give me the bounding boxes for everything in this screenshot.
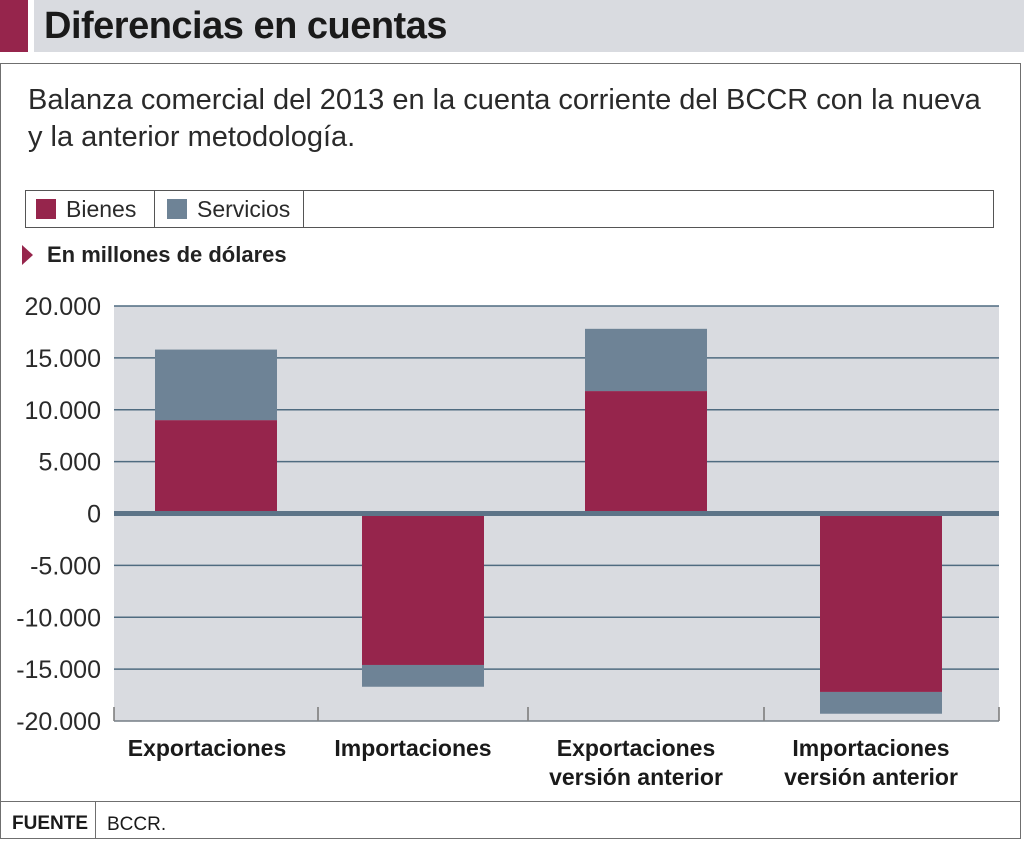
source-value: BCCR. (107, 814, 167, 835)
y-tick-label: 10.000 (25, 397, 101, 425)
triangle-marker-icon (22, 245, 33, 265)
y-tick-label: -20.000 (16, 708, 101, 736)
y-tick-label: 5.000 (38, 449, 101, 477)
chart-frame (0, 63, 1021, 839)
bar-bienes (820, 513, 942, 692)
source-label: FUENTE (12, 813, 88, 834)
legend-divider (303, 191, 304, 227)
bar-servicios (585, 328, 707, 392)
y-tick-label: -10.000 (16, 604, 101, 632)
category-label: Exportaciones (557, 735, 716, 761)
unit-label: En millones de dólares (47, 242, 287, 267)
stacked-bar-chart: 20.000 15.000 10.000 5.000 0 -5.000 -10.000 -15… (16, 293, 1000, 790)
legend-swatch-bienes (36, 199, 56, 219)
category-label: Exportaciones (128, 735, 287, 761)
category-label: Importaciones (334, 735, 491, 761)
y-tick-label: -15.000 (16, 656, 101, 684)
category-label: versión anterior (784, 764, 958, 790)
legend-divider (154, 191, 155, 227)
y-tick-label: 20.000 (25, 293, 101, 321)
footer-column-divider (95, 802, 96, 839)
bar-servicios (820, 691, 942, 714)
bar-bienes (362, 513, 484, 665)
category-label: versión anterior (549, 764, 723, 790)
page-title: Diferencias en cuentas (44, 5, 447, 47)
unit-row: En millones de dólares (22, 242, 287, 268)
legend-label-servicios: Servicios (197, 195, 291, 222)
legend: Bienes Servicios (25, 190, 994, 228)
y-tick-label: 0 (87, 501, 101, 529)
bar-bienes (585, 391, 707, 514)
legend-label-bienes: Bienes (66, 195, 137, 222)
footer-divider (0, 801, 1021, 802)
y-tick-label: -5.000 (30, 552, 101, 580)
header-accent (0, 0, 28, 52)
bar-servicios (155, 349, 277, 421)
bar-bienes (155, 420, 277, 514)
y-tick-label: 15.000 (25, 345, 101, 373)
bar-servicios (362, 664, 484, 687)
legend-item-bienes: Bienes (36, 191, 136, 227)
category-label: Importaciones (792, 735, 949, 761)
header-bar (34, 0, 1024, 52)
legend-item-servicios: Servicios (167, 191, 290, 227)
chart-subtitle: Balanza comercial del 2013 en la cuenta … (28, 84, 981, 153)
legend-swatch-servicios (167, 199, 187, 219)
